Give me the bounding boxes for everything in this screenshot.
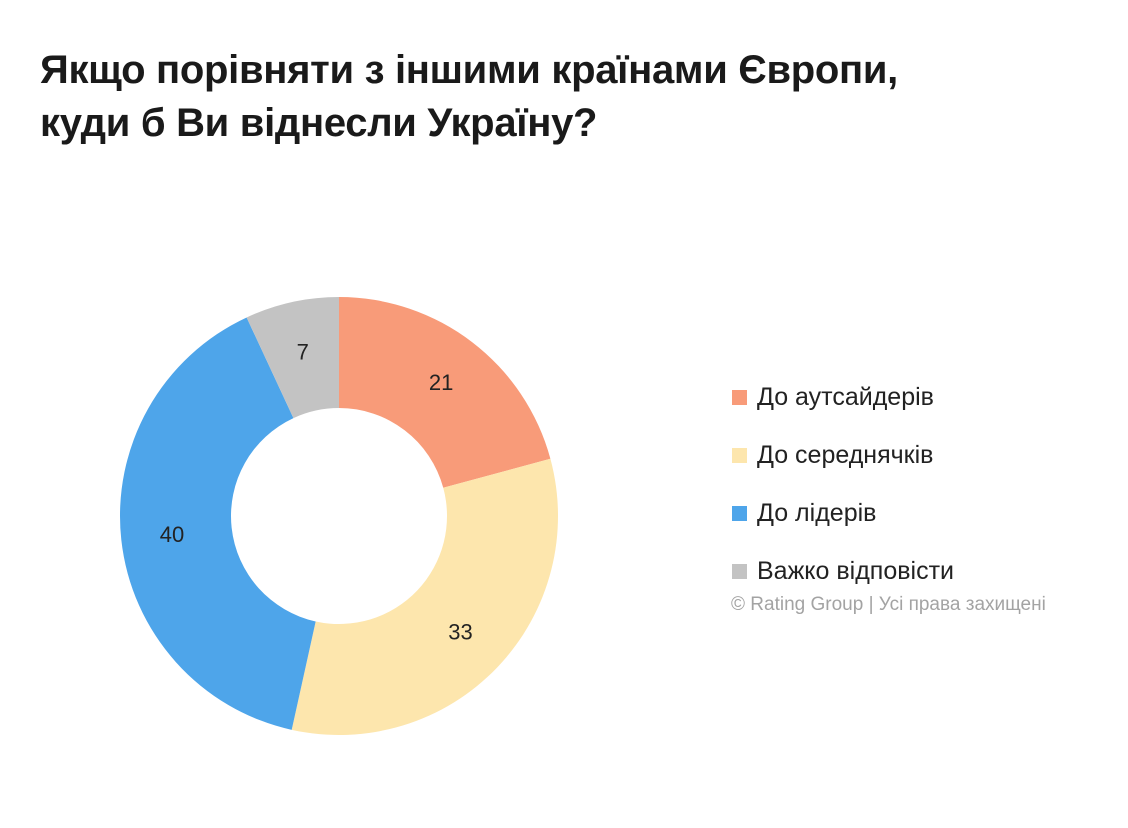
data-label-outsiders: 21 [429, 370, 453, 395]
legend-label-average: До середнячків [757, 440, 934, 469]
chart-title-line-2: куди б Ви віднесли Україну? [40, 101, 598, 145]
chart-legend: До аутсайдерів До середнячків До лідерів… [732, 368, 954, 600]
legend-swatch-leaders [732, 505, 747, 521]
legend-item-hard-to-say: Важко відповісти [732, 542, 954, 600]
chart-title: Якщо порівняти з іншими країнами Європи,… [40, 44, 1100, 150]
legend-item-average: До середнячків [732, 426, 954, 484]
chart-title-line-1: Якщо порівняти з іншими країнами Європи, [40, 48, 898, 92]
legend-swatch-average [732, 447, 747, 463]
donut-slice-outsiders [339, 297, 551, 488]
donut-slice-average [291, 458, 558, 735]
copyright-credit: © Rating Group | Усі права захищені [731, 594, 1046, 615]
data-label-average: 33 [448, 619, 472, 644]
legend-item-leaders: До лідерів [732, 484, 954, 542]
legend-swatch-outsiders [732, 389, 747, 405]
legend-label-leaders: До лідерів [757, 498, 877, 527]
donut-slice-leaders [120, 317, 316, 730]
legend-item-outsiders: До аутсайдерів [732, 368, 954, 426]
legend-label-outsiders: До аутсайдерів [757, 382, 934, 411]
donut-slice-hard-to-say [246, 297, 339, 419]
data-label-leaders: 40 [160, 522, 184, 547]
legend-swatch-hard-to-say [732, 563, 747, 579]
data-label-hard-to-say: 7 [297, 339, 309, 364]
legend-label-hard-to-say: Важко відповісти [757, 556, 954, 585]
